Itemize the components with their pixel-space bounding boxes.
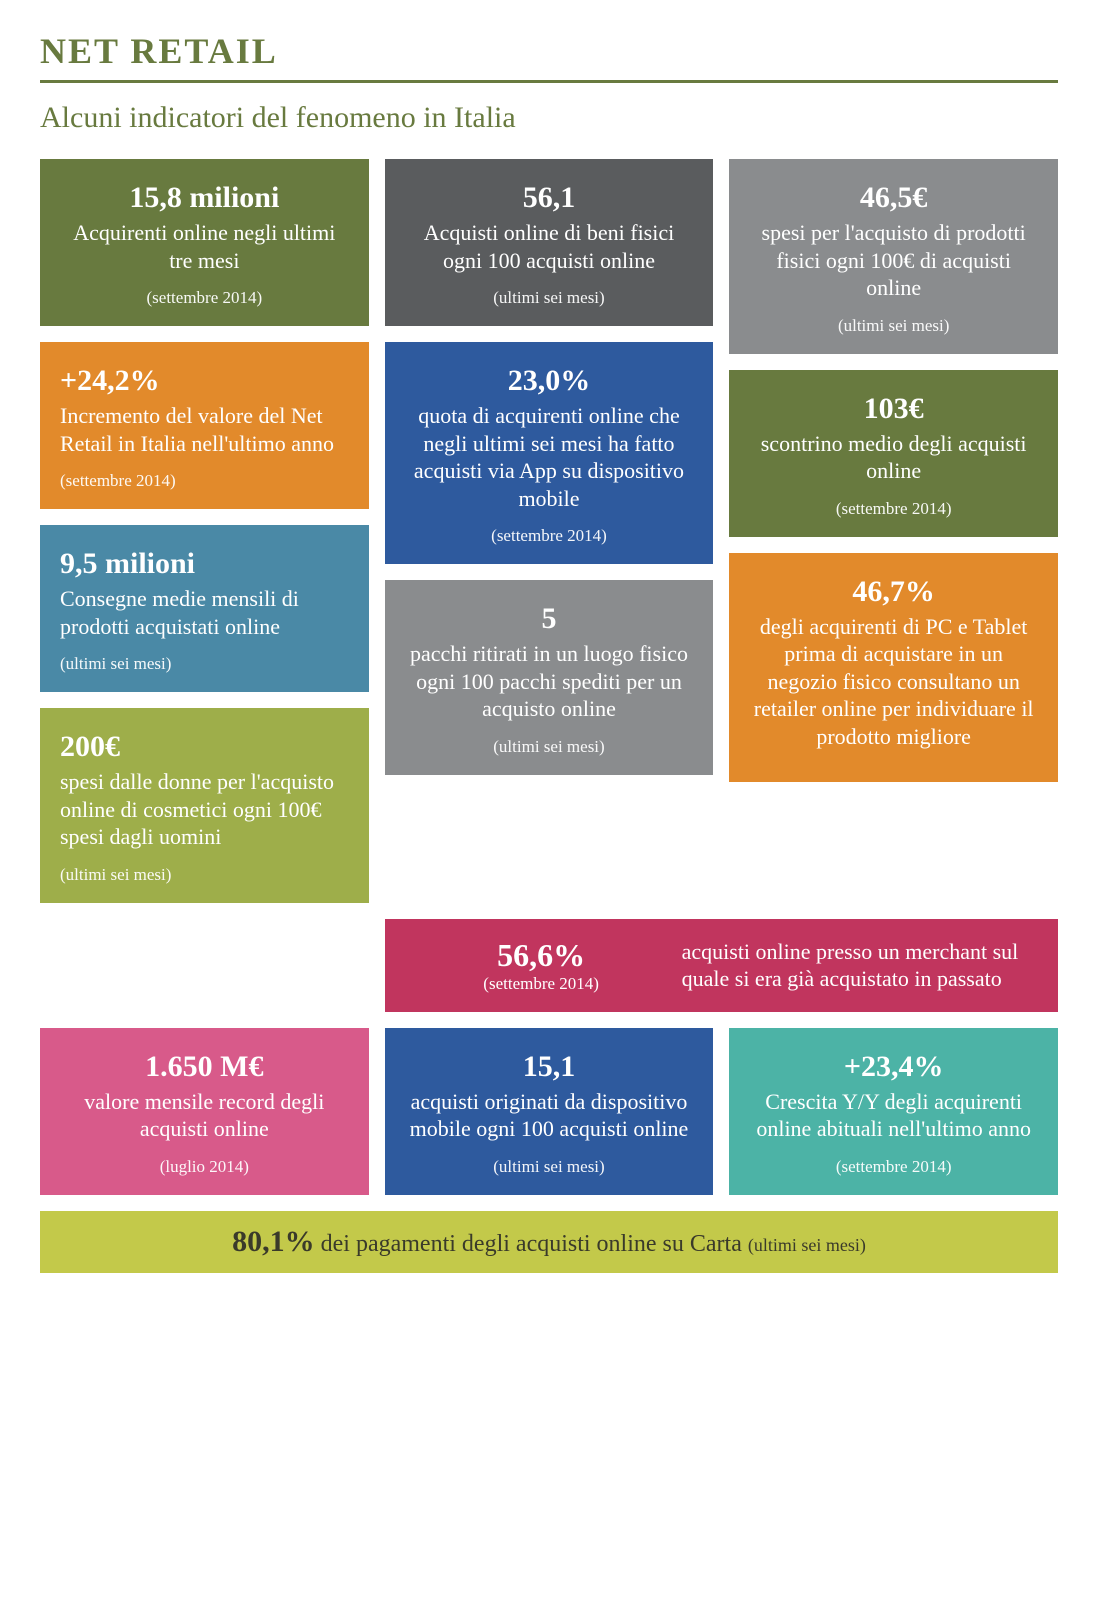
note: (ultimi sei mesi) [749, 316, 1038, 336]
card-yoy-growth: +23,4% Crescita Y/Y degli acquirenti onl… [729, 1028, 1058, 1195]
card-physical-spend: 46,5€ spesi per l'acquisto di prodotti f… [729, 159, 1058, 354]
card-pc-tablet-research: 46,7% degli acquirenti di PC e Tablet pr… [729, 553, 1058, 783]
stat: +24,2% [60, 364, 349, 398]
desc: Consegne medie mensili di prodotti acqui… [60, 585, 349, 640]
desc: Crescita Y/Y degli acquirenti online abi… [749, 1088, 1038, 1143]
desc: Acquisti online di beni fisici ogni 100 … [405, 219, 694, 274]
page-title: NET RETAIL [40, 30, 1058, 72]
col-1: 15,8 milioni Acquirenti online negli ult… [40, 159, 369, 903]
subtitle: Alcuni indicatori del fenomeno in Italia [40, 101, 1058, 135]
stat: 23,0% [405, 364, 694, 398]
card-online-buyers: 15,8 milioni Acquirenti online negli ult… [40, 159, 369, 326]
desc: spesi per l'acquisto di prodotti fisici … [749, 219, 1038, 302]
desc: degli acquirenti di PC e Tablet prima di… [749, 613, 1038, 751]
card-cosmetics-spend: 200€ spesi dalle donne per l'acquisto on… [40, 708, 369, 903]
desc: spesi dalle donne per l'acquisto online … [60, 768, 349, 851]
stat: +23,4% [749, 1050, 1038, 1084]
stat: 1.650 M€ [60, 1050, 349, 1084]
card-monthly-record: 1.650 M€ valore mensile record degli acq… [40, 1028, 369, 1195]
stat: 56,6% [411, 937, 672, 974]
col-2: 56,1 Acquisti online di beni fisici ogni… [385, 159, 714, 903]
card-mobile-origin: 15,1 acquisti originati da dispositivo m… [385, 1028, 714, 1195]
desc: scontrino medio degli acquisti online [749, 430, 1038, 485]
note: (ultimi sei mesi) [748, 1235, 866, 1255]
note: (settembre 2014) [749, 499, 1038, 519]
card-monthly-deliveries: 9,5 milioni Consegne medie mensili di pr… [40, 525, 369, 692]
desc: dei pagamenti degli acquisti online su C… [315, 1231, 748, 1257]
note: (luglio 2014) [60, 1157, 349, 1177]
note: (ultimi sei mesi) [60, 654, 349, 674]
desc: valore mensile record degli acquisti onl… [60, 1088, 349, 1143]
stat: 103€ [749, 392, 1038, 426]
col-3: 46,5€ spesi per l'acquisto di prodotti f… [729, 159, 1058, 903]
stat: 15,8 milioni [60, 181, 349, 215]
note: (settembre 2014) [405, 526, 694, 546]
note: (settembre 2014) [749, 1157, 1038, 1177]
desc: acquisti online presso un merchant sul q… [672, 938, 1032, 993]
card-average-receipt: 103€ scontrino medio degli acquisti onli… [729, 370, 1058, 537]
note: (settembre 2014) [60, 471, 349, 491]
card-repeat-merchant: 56,6% (settembre 2014) acquisti online p… [385, 919, 1058, 1012]
note: (settembre 2014) [60, 288, 349, 308]
desc: quota di acquirenti online che negli ult… [405, 402, 694, 512]
note: (ultimi sei mesi) [405, 737, 694, 757]
stat: 200€ [60, 730, 349, 764]
desc: Acquirenti online negli ultimi tre mesi [60, 219, 349, 274]
wide-row: 56,6% (settembre 2014) acquisti online p… [40, 919, 1058, 1012]
wide-row-spacer [40, 919, 369, 1012]
note: (settembre 2014) [411, 974, 672, 994]
stat: 80,1% [232, 1225, 315, 1258]
stat: 46,5€ [749, 181, 1038, 215]
title-rule [40, 80, 1058, 83]
card-app-purchases: 23,0% quota di acquirenti online che neg… [385, 342, 714, 564]
card-pickup-packages: 5 pacchi ritirati in un luogo fisico ogn… [385, 580, 714, 775]
card-physical-goods-share: 56,1 Acquisti online di beni fisici ogni… [385, 159, 714, 326]
stat: 46,7% [749, 575, 1038, 609]
note: (ultimi sei mesi) [405, 1157, 694, 1177]
note: (ultimi sei mesi) [405, 288, 694, 308]
card-card-payments: 80,1% dei pagamenti degli acquisti onlin… [40, 1211, 1058, 1273]
card-net-retail-growth: +24,2% Incremento del valore del Net Ret… [40, 342, 369, 509]
cards-grid-top: 15,8 milioni Acquirenti online negli ult… [40, 159, 1058, 903]
desc: pacchi ritirati in un luogo fisico ogni … [405, 640, 694, 723]
stat: 15,1 [405, 1050, 694, 1084]
desc: acquisti originati da dispositivo mobile… [405, 1088, 694, 1143]
stat: 9,5 milioni [60, 547, 349, 581]
cards-grid-bottom: 1.650 M€ valore mensile record degli acq… [40, 1028, 1058, 1195]
note: (ultimi sei mesi) [60, 865, 349, 885]
stat: 5 [405, 602, 694, 636]
stat: 56,1 [405, 181, 694, 215]
desc: Incremento del valore del Net Retail in … [60, 402, 349, 457]
